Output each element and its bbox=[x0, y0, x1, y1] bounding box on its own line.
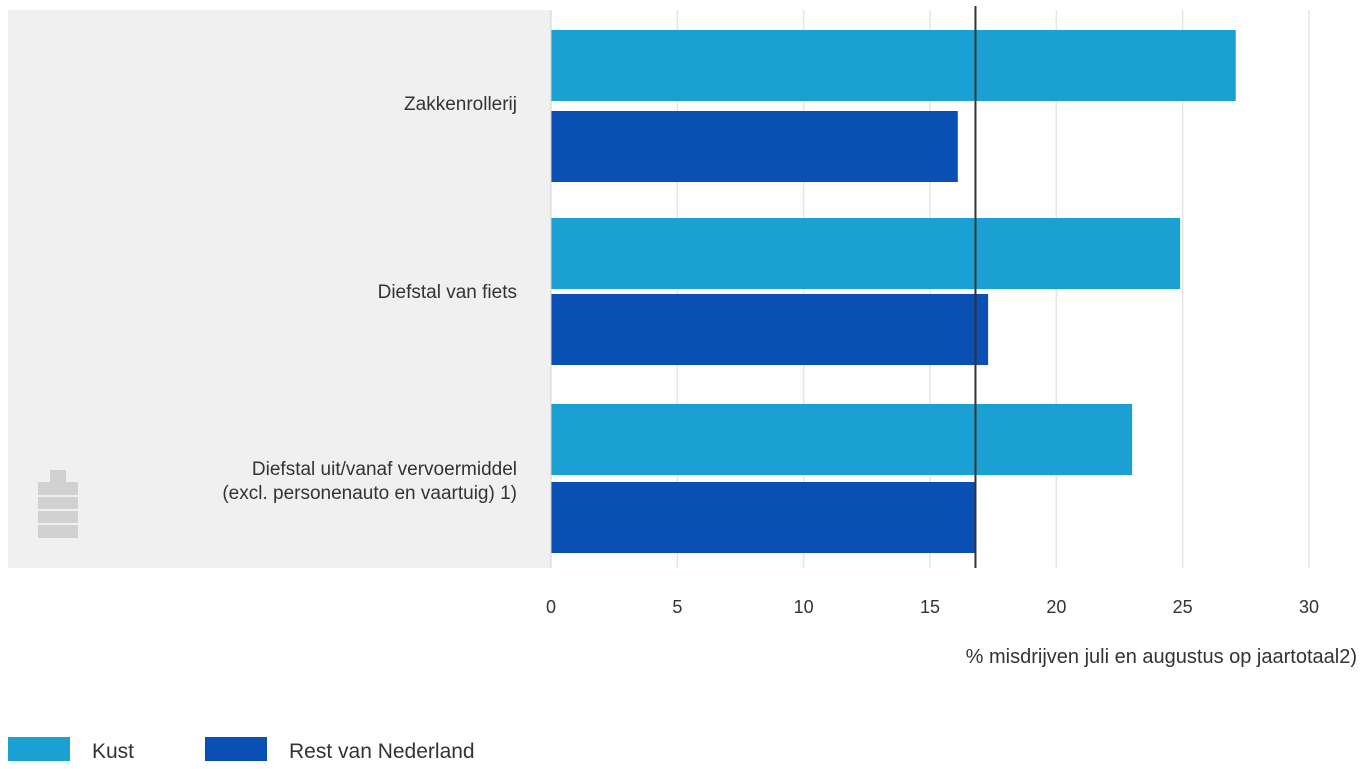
category-label: Diefstal uit/vanaf vervoermiddel bbox=[252, 459, 517, 480]
x-tick-label: 0 bbox=[546, 597, 556, 617]
category-labels: Zakkenrollerij Diefstal van fiets Diefstal… bbox=[222, 94, 517, 504]
category-label-panel bbox=[8, 10, 551, 568]
bar-rest-van-nederland bbox=[551, 111, 958, 182]
x-tick-label: 10 bbox=[794, 597, 814, 617]
x-tick-label: 30 bbox=[1299, 597, 1319, 617]
x-tick-label: 25 bbox=[1173, 597, 1193, 617]
bar-kust bbox=[551, 30, 1236, 101]
category-label: Diefstal van fiets bbox=[378, 282, 517, 303]
bars bbox=[551, 30, 1236, 553]
category-label: Zakkenrollerij bbox=[404, 94, 517, 115]
cbs-logo-icon bbox=[38, 470, 78, 538]
legend: Kust Rest van Nederland bbox=[8, 737, 475, 763]
bar-rest-van-nederland bbox=[551, 482, 976, 553]
x-axis-label: % misdrijven juli en augustus op jaartot… bbox=[966, 646, 1357, 668]
x-tick-label: 5 bbox=[672, 597, 682, 617]
legend-label: Rest van Nederland bbox=[289, 740, 475, 763]
bar-kust bbox=[551, 218, 1181, 289]
legend-swatch bbox=[8, 737, 70, 761]
category-label: (excl. personenauto en vaartuig) 1) bbox=[222, 483, 517, 504]
x-tick-label: 20 bbox=[1046, 597, 1066, 617]
bar-kust bbox=[551, 404, 1133, 475]
x-tick-labels: 0 5 10 15 20 25 30 bbox=[546, 597, 1319, 617]
legend-label: Kust bbox=[92, 740, 134, 763]
bar-rest-van-nederland bbox=[551, 294, 989, 365]
x-tick-label: 15 bbox=[920, 597, 940, 617]
legend-swatch bbox=[205, 737, 267, 761]
